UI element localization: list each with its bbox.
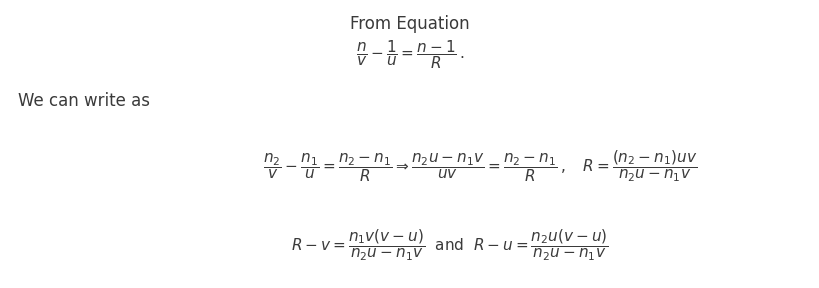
Text: We can write as: We can write as: [18, 92, 150, 110]
Text: $\dfrac{n}{v} - \dfrac{1}{u} = \dfrac{n-1}{R}\,.$: $\dfrac{n}{v} - \dfrac{1}{u} = \dfrac{n-…: [355, 38, 464, 71]
Text: $\dfrac{n_2}{v} - \dfrac{n_1}{u} = \dfrac{n_2-n_1}{R} \Rightarrow \dfrac{n_2u-n_: $\dfrac{n_2}{v} - \dfrac{n_1}{u} = \dfra…: [263, 148, 696, 184]
Text: $R - v = \dfrac{n_1v(v-u)}{n_2u-n_1v} \text{  and  } R - u = \dfrac{n_2u(v-u)}{n: $R - v = \dfrac{n_1v(v-u)}{n_2u-n_1v} \t…: [291, 228, 609, 264]
Text: From Equation: From Equation: [350, 15, 469, 33]
